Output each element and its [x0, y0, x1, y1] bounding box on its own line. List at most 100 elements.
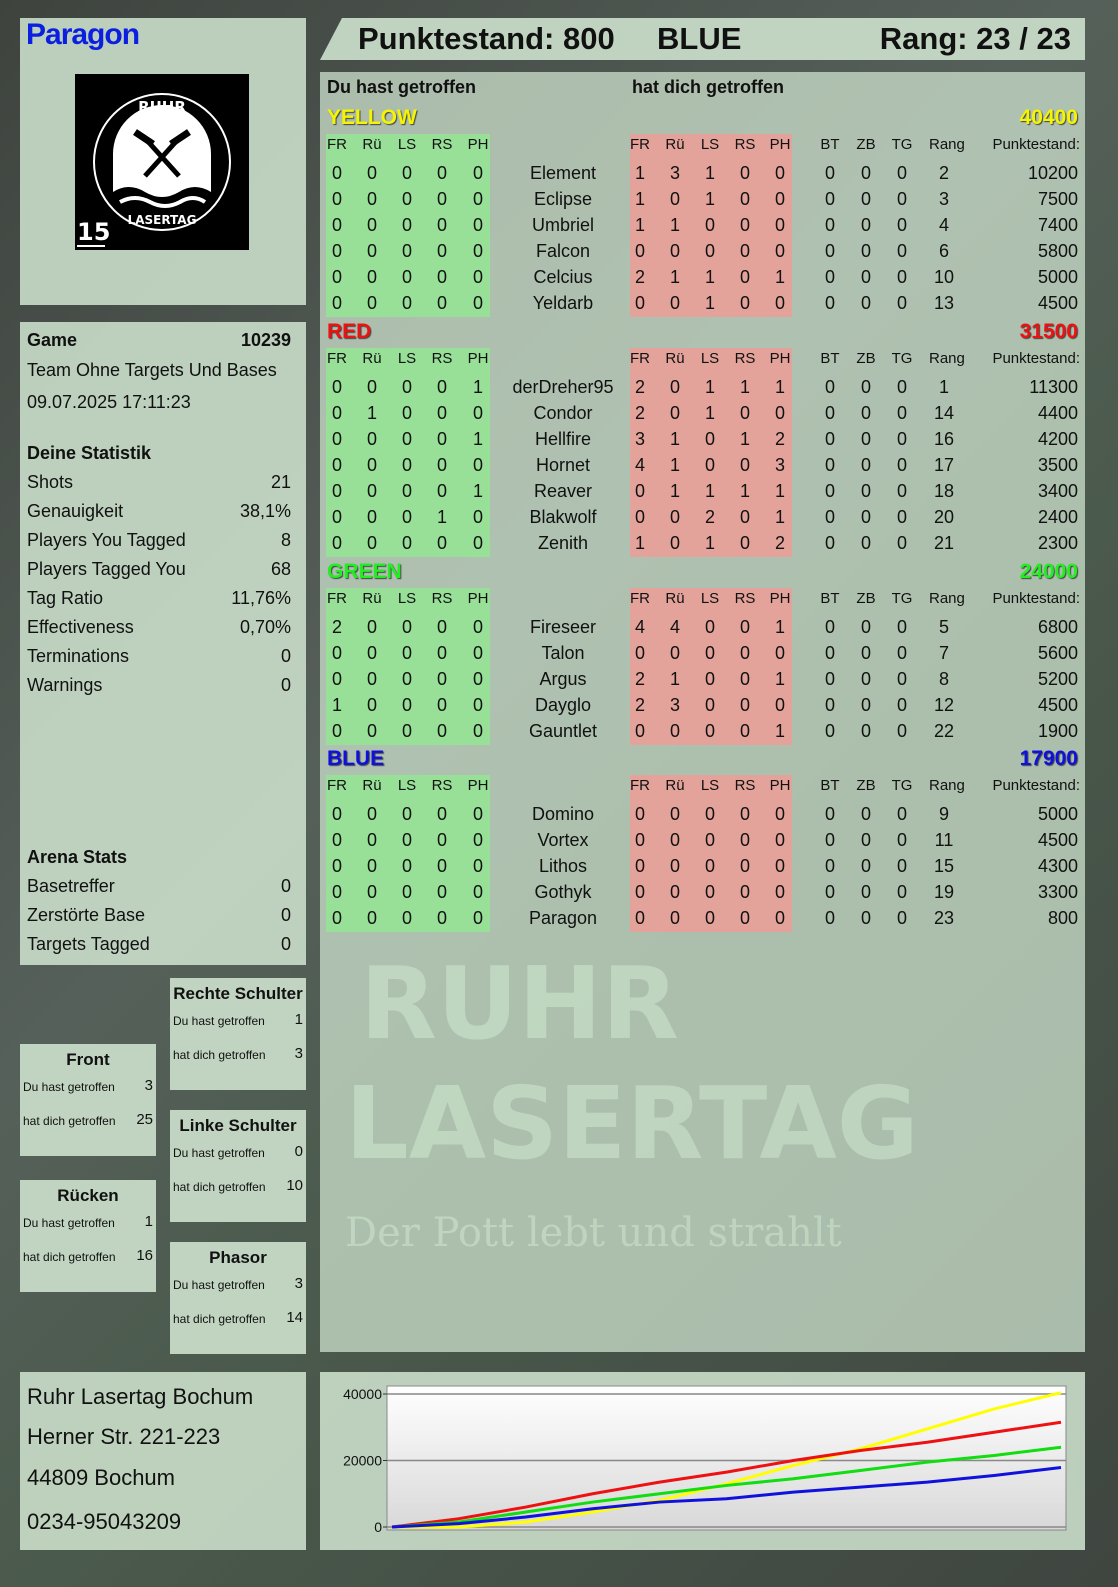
tg-cell: 0 [896, 403, 907, 423]
player-row: 0 0 0 0 0 Celcius 2 1 1 0 1 0 0 0 10 5000 [326, 265, 1078, 291]
column-header: Rü [362, 777, 382, 794]
team-label: BLUE [657, 21, 742, 56]
bt-cell: 0 [824, 189, 835, 209]
bt-cell: 0 [824, 669, 835, 689]
arena-label: Zerstörte Base [27, 905, 146, 925]
arena-label: Targets Tagged [27, 934, 150, 954]
player-row: 2 0 0 0 0 Fireseer 4 4 0 0 1 0 0 0 5 6800 [326, 615, 1078, 641]
player-row: 0 0 0 0 1 Hellfire 3 1 0 1 2 0 0 0 16 4200 [326, 427, 1078, 453]
you-hit-cell: 0 [401, 804, 412, 824]
zone-hit-label: Du hast getroffen [23, 1216, 115, 1230]
column-header-row: FR Rü LS RS PH FR Rü LS RS PH BT ZB TG Rang Punktestan… [326, 775, 1080, 802]
stat-row: Terminations 0 [27, 646, 291, 667]
hit-you-cell: 0 [739, 267, 750, 287]
hit-you-cell: 3 [669, 163, 680, 183]
hit-you-cell: 1 [704, 267, 715, 287]
column-header: PH [769, 590, 791, 607]
score-cell: 2300 [1037, 533, 1078, 553]
hit-you-cell: 0 [774, 163, 785, 183]
zb-cell: 0 [860, 507, 871, 527]
bt-cell: 0 [824, 721, 835, 741]
column-header: Rü [362, 136, 382, 153]
player-name: Domino [531, 804, 595, 824]
hit-you-cell: 1 [774, 617, 785, 637]
hit-zone-rechte-schulter: Rechte Schulter Du hast getroffen 1 hat dic… [170, 978, 306, 1090]
score-cell: 7500 [1037, 189, 1078, 209]
score-cell: 5000 [1037, 804, 1078, 824]
you-hit-cell: 0 [366, 189, 377, 209]
you-hit-cell: 0 [331, 377, 342, 397]
column-header: FR [327, 136, 347, 153]
you-hit-cell: 0 [366, 669, 377, 689]
you-hit-cell: 0 [436, 455, 447, 475]
player-row: 0 0 0 0 0 Talon 0 0 0 0 0 0 0 0 7 5600 [326, 641, 1078, 667]
hit-you-cell: 0 [704, 215, 715, 235]
tg-cell: 0 [896, 163, 907, 183]
arena-title: Arena Stats [27, 847, 128, 867]
zone-title: Linke Schulter [179, 1116, 297, 1135]
stat-label: Effectiveness [27, 617, 134, 637]
hit-you-cell: 0 [634, 882, 645, 902]
zone-hit-label: Du hast getroffen [173, 1278, 265, 1292]
bt-cell: 0 [824, 241, 835, 261]
hit-zone-front: Front Du hast getroffen 3 hat dich getroffe… [20, 1044, 156, 1156]
you-hit-cell: 0 [436, 533, 447, 553]
rank-cell: 9 [938, 804, 949, 824]
bt-cell: 0 [824, 617, 835, 637]
player-row: 0 0 0 0 0 Domino 0 0 0 0 0 0 0 0 9 5000 [326, 802, 1078, 828]
hit-you-cell: 1 [704, 481, 715, 501]
you-hit-cell: 2 [331, 617, 342, 637]
score-cell: 4400 [1037, 403, 1078, 423]
you-hit-cell: 1 [472, 377, 483, 397]
you-hit-cell: 0 [436, 804, 447, 824]
team-title: RED 31500 [326, 320, 1078, 348]
you-hit-cell: 0 [401, 163, 412, 183]
score-cell: 5600 [1037, 643, 1078, 663]
you-hit-cell: 0 [331, 669, 342, 689]
column-header: ZB [856, 777, 876, 794]
hit-you-cell: 0 [739, 617, 750, 637]
team-section-yellow: YELLOW 40400 FR Rü LS RS PH FR Rü LS RS PH BT ZB TG Ran… [326, 106, 1080, 317]
hit-you-cell: 2 [634, 695, 645, 715]
player-name: Lithos [538, 856, 588, 876]
stat-label: Players You Tagged [27, 530, 186, 550]
rank-cell: 15 [933, 856, 955, 876]
zone-got-value: 14 [286, 1309, 303, 1326]
you-hit-cell: 1 [366, 403, 377, 423]
score-chart: 40000 20000 0 [343, 1385, 1067, 1535]
zone-title: Rechte Schulter [173, 984, 303, 1003]
column-header: Rü [362, 590, 382, 607]
zb-cell: 0 [860, 617, 871, 637]
column-header: Punktestand: [992, 590, 1080, 607]
rank-cell: 7 [938, 643, 949, 663]
hit-you-cell: 0 [634, 481, 645, 501]
you-hit-cell: 0 [401, 721, 412, 741]
you-hit-cell: 0 [472, 455, 483, 475]
stat-label: Players Tagged You [27, 559, 186, 579]
hit-you-cell: 4 [634, 617, 645, 637]
you-hit-cell: 0 [366, 882, 377, 902]
you-hit-cell: 1 [472, 429, 483, 449]
column-header: PH [769, 777, 791, 794]
stat-label: Genauigkeit [27, 501, 124, 521]
player-row: 0 0 0 0 0 Lithos 0 0 0 0 0 0 0 0 15 4300 [326, 854, 1078, 880]
hit-you-cell: 0 [739, 695, 750, 715]
y-tick-label: 0 [374, 1519, 382, 1535]
you-hit-cell: 0 [331, 507, 342, 527]
hit-you-cell: 1 [774, 669, 785, 689]
score-cell: 3500 [1037, 455, 1078, 475]
zb-cell: 0 [860, 241, 871, 261]
score-cell: 11300 [1029, 377, 1078, 397]
hit-you-cell: 0 [669, 908, 680, 928]
hit-you-cell: 1 [634, 215, 645, 235]
you-hit-cell: 0 [436, 481, 447, 501]
column-header: ZB [856, 136, 876, 153]
zone-hit-value: 0 [294, 1143, 303, 1160]
hit-you-cell: 3 [669, 695, 680, 715]
hit-you-cell: 1 [634, 189, 645, 209]
you-hit-background [326, 134, 490, 317]
column-header: LS [397, 350, 417, 367]
you-hit-cell: 0 [436, 617, 447, 637]
bt-cell: 0 [824, 856, 835, 876]
player-row: 0 0 0 0 0 Umbriel 1 1 0 0 0 0 0 0 4 7400 [326, 213, 1078, 239]
